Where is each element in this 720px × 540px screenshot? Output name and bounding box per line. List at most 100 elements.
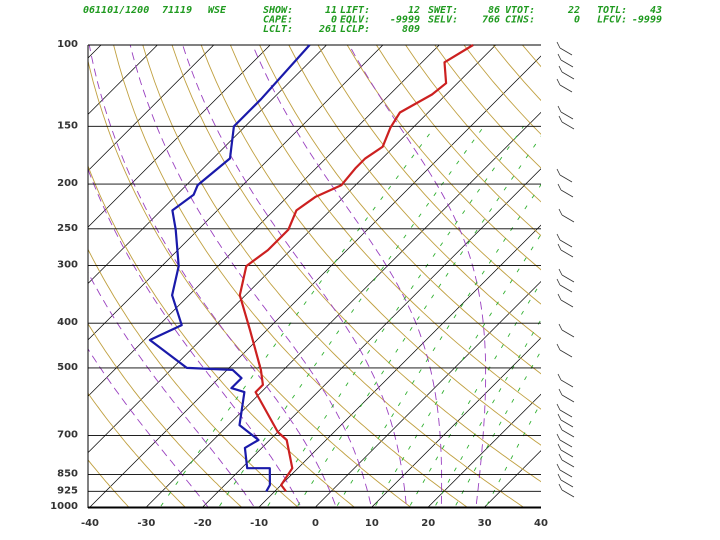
wind-barb xyxy=(557,413,562,421)
dry-adiabat xyxy=(88,322,244,508)
dry-adiabat xyxy=(346,45,541,271)
x-tick-label: -10 xyxy=(250,518,268,529)
mixing-ratio xyxy=(373,233,541,508)
wind-barb xyxy=(560,249,574,258)
index-label: CINS: xyxy=(505,15,535,26)
moist-adiabat xyxy=(348,45,487,508)
wind-barb xyxy=(556,278,561,286)
index-label: VTOT: xyxy=(505,5,535,16)
index-value: 11 xyxy=(325,5,337,16)
index-value: 0 xyxy=(574,15,580,26)
y-tick-label: 400 xyxy=(57,317,78,328)
index-value: 43 xyxy=(650,5,662,16)
wind-barb xyxy=(556,463,561,471)
isotherm xyxy=(88,45,440,397)
index-value: 22 xyxy=(567,5,580,16)
index-value: 261 xyxy=(318,24,337,35)
wind-barb xyxy=(558,323,563,331)
wind-barb xyxy=(560,299,574,308)
y-tick-label: 200 xyxy=(57,178,78,189)
wind-barb xyxy=(561,274,575,283)
wind-barb xyxy=(558,388,563,396)
index-label: SHOW: xyxy=(263,5,293,16)
wind-barb xyxy=(556,168,561,176)
index-label: LCLP: xyxy=(340,24,370,35)
wind-barb xyxy=(558,65,563,73)
isotherm xyxy=(88,45,214,172)
wind-barb xyxy=(557,293,562,301)
isotherm xyxy=(484,450,541,508)
wind-barb xyxy=(561,329,575,338)
wind-barb xyxy=(560,419,574,428)
index-value: 86 xyxy=(488,5,500,16)
wind-barb xyxy=(558,453,563,461)
wind-barb xyxy=(561,394,575,403)
index-label: SWET: xyxy=(428,5,458,16)
index-label: LCLT: xyxy=(263,24,293,35)
isotherm xyxy=(202,168,541,508)
wind-barb xyxy=(559,239,573,248)
index-label: SELV: xyxy=(428,15,458,26)
y-tick-label: 300 xyxy=(57,259,78,270)
wind-barb xyxy=(556,41,561,49)
wind-barb xyxy=(558,115,563,123)
isotherm xyxy=(371,337,541,508)
dry-adiabat xyxy=(259,45,541,375)
wind-barb xyxy=(558,268,563,276)
dry-adiabat xyxy=(434,45,541,169)
profile-line xyxy=(148,44,311,492)
index-value: 0 xyxy=(331,15,337,26)
dry-adiabat xyxy=(288,45,541,340)
isotherm xyxy=(88,45,384,341)
dry-adiabat xyxy=(88,248,300,508)
mixing-ratio xyxy=(265,126,524,508)
x-tick-label: 30 xyxy=(478,518,492,529)
moist-adiabat xyxy=(252,45,443,508)
index-label: EQLV: xyxy=(340,15,370,26)
index-label: TOTL: xyxy=(597,5,627,16)
x-tick-label: 0 xyxy=(312,518,319,529)
dry-adiabat xyxy=(113,45,470,508)
station: WSE xyxy=(208,5,227,16)
isotherm xyxy=(315,281,541,508)
wind-barb xyxy=(561,71,575,80)
wind-barb xyxy=(559,47,573,56)
wind-barb xyxy=(560,111,574,120)
moist-adiabat xyxy=(88,271,256,508)
dry-adiabat xyxy=(317,45,541,305)
wind-barb xyxy=(556,433,561,441)
wind-barb xyxy=(556,233,561,241)
mixing-ratio xyxy=(408,281,541,508)
moist-adiabat xyxy=(88,167,302,508)
x-tick-label: -30 xyxy=(137,518,155,529)
profile-line xyxy=(238,44,474,493)
wind-barb xyxy=(557,53,562,61)
isotherm xyxy=(258,224,541,508)
wind-barb xyxy=(561,214,575,223)
moist-adiabat xyxy=(88,348,210,508)
wind-barb xyxy=(557,183,562,191)
mixing-ratio xyxy=(217,126,485,508)
mixing-ratio xyxy=(159,126,436,508)
wind-barb xyxy=(560,479,574,488)
dry-adiabat xyxy=(88,392,187,508)
index-label: LIFT: xyxy=(340,5,370,16)
wind-barb xyxy=(556,78,561,86)
wind-barb xyxy=(557,443,562,451)
dry-adiabat xyxy=(171,45,541,483)
mixing-ratio xyxy=(433,318,541,508)
dry-adiabat xyxy=(142,45,526,508)
y-tick-label: 1000 xyxy=(50,501,78,512)
isotherm xyxy=(146,111,541,508)
mixing-ratio xyxy=(484,401,541,508)
mixing-ratio xyxy=(335,183,541,508)
wind-barb xyxy=(558,208,563,216)
dry-adiabat xyxy=(88,459,131,508)
isotherm xyxy=(428,393,541,508)
station-id: 71119 xyxy=(162,5,192,16)
wind-barb xyxy=(557,373,562,381)
wind-barb xyxy=(557,473,562,481)
mixing-ratio xyxy=(295,135,541,508)
index-value: -9999 xyxy=(632,15,662,26)
